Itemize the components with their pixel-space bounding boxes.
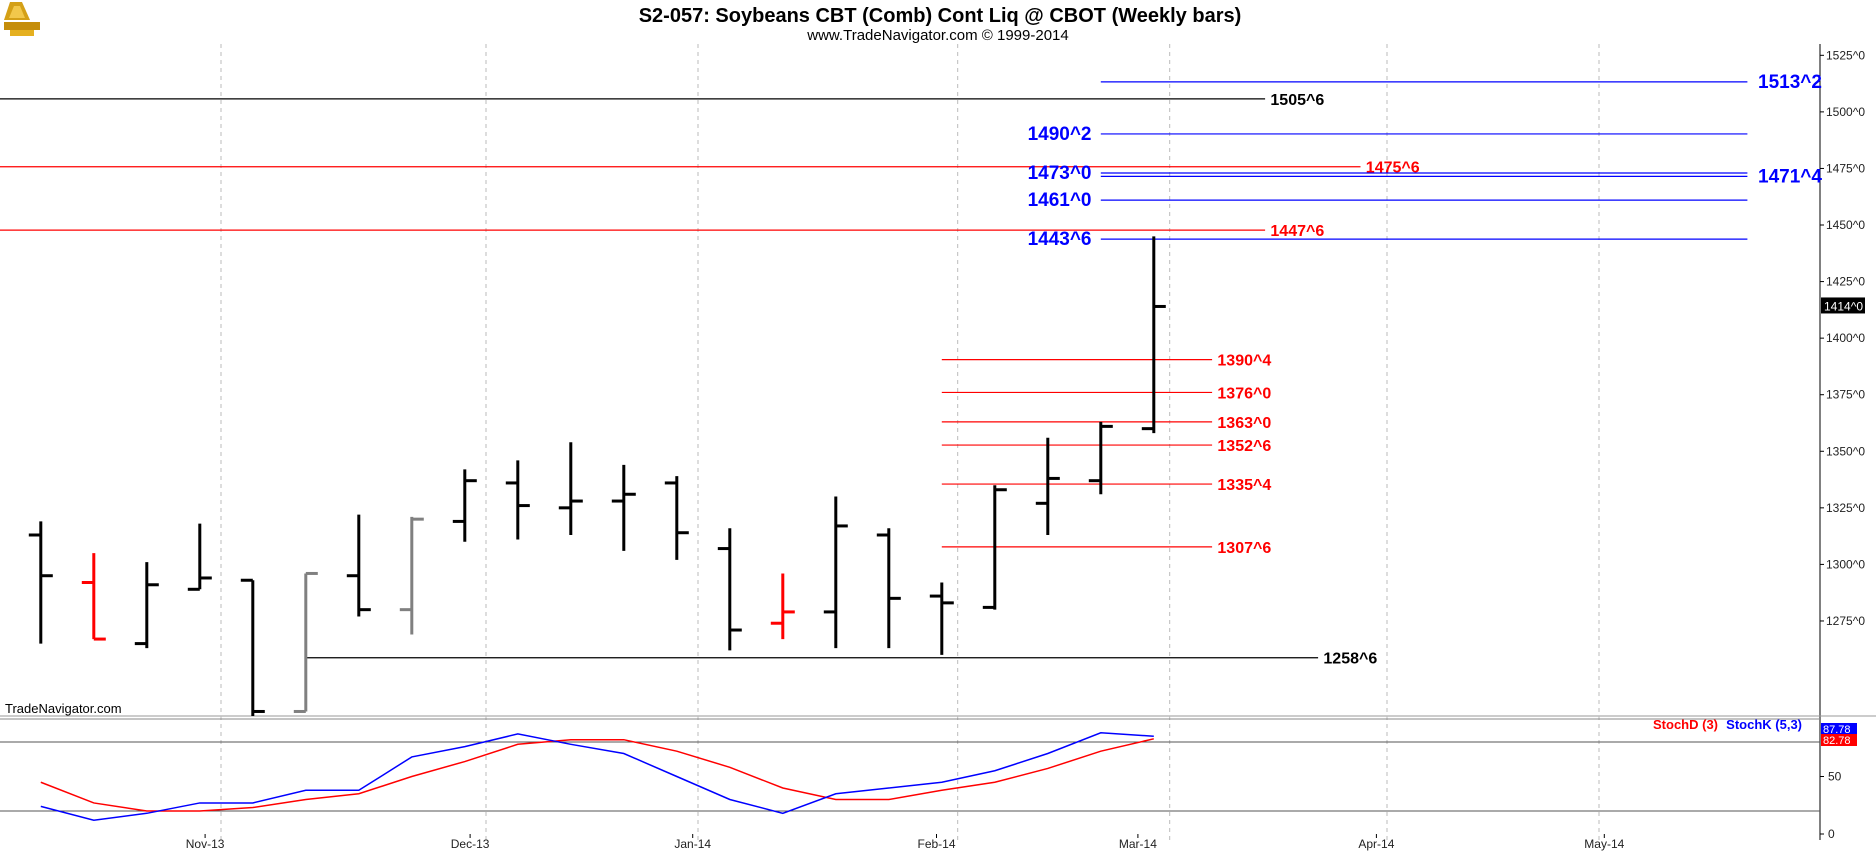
date-tick-label: Mar-14 [1119, 837, 1157, 851]
level-label: 1307^6 [1217, 540, 1271, 557]
date-tick-label: Nov-13 [186, 837, 225, 851]
level-lines: 1505^6 1258^6 1475^6 1447^6 1390^4 1376^0 1363… [0, 72, 1822, 668]
level-label: 1490^2 [1028, 124, 1092, 145]
level-label: 1335^4 [1217, 477, 1271, 494]
ohlc-bar [1141, 236, 1166, 434]
price-tick-label: 1400^0 [1826, 331, 1865, 345]
level-label: 1443^6 [1028, 229, 1092, 250]
stoch-series-line [40, 738, 1154, 812]
ohlc-bar [1088, 421, 1113, 495]
ohlc-bar [558, 442, 583, 535]
price-tick-label: 1500^0 [1826, 105, 1865, 119]
level-label: 1376^0 [1217, 385, 1271, 402]
ohlc-bar [293, 571, 318, 713]
ohlc-bar [505, 460, 530, 540]
ohlc-bar [823, 496, 848, 649]
level-label: 1513^2 [1758, 72, 1822, 93]
price-tick-label: 1425^0 [1826, 275, 1865, 289]
price-tick-label: 1300^0 [1826, 557, 1865, 571]
price-tick-label: 1450^0 [1826, 218, 1865, 232]
level-label: 1352^6 [1217, 438, 1271, 455]
ohlc-bars [28, 236, 1166, 716]
ohlc-bar [770, 573, 795, 640]
last-price-box [1821, 297, 1865, 314]
ohlc-bar [982, 485, 1007, 610]
ohlc-bar [187, 523, 212, 591]
stoch-tick-label: 0 [1828, 827, 1835, 841]
level-label: 1505^6 [1270, 92, 1324, 109]
level-label: 1363^0 [1217, 415, 1271, 432]
last-price-label: 1414^0 [1824, 299, 1863, 313]
stoch-last-value-label: 82.78 [1823, 735, 1851, 747]
chart-title: S2-057: Soybeans CBT (Comb) Cont Liq @ C… [639, 5, 1242, 27]
ohlc-bar [134, 562, 159, 649]
level-label: 1390^4 [1217, 353, 1271, 370]
stoch-last-value-box [1821, 734, 1857, 746]
stoch-tick-label: 50 [1828, 770, 1842, 784]
trade-navigator-logo-icon [4, 2, 40, 36]
stoch-last-value-box [1821, 723, 1857, 735]
ohlc-bar [81, 553, 106, 641]
ohlc-bar [346, 514, 371, 617]
ohlc-bar [717, 528, 742, 651]
date-axis: Nov-13 Dec-13 Jan-14 Feb-14 Mar-14 Apr-14 May-… [186, 834, 1625, 851]
level-label: 1258^6 [1323, 651, 1377, 668]
price-tick-label: 1350^0 [1826, 444, 1865, 458]
date-tick-label: Jan-14 [674, 837, 711, 851]
stoch-last-value-label: 87.78 [1823, 724, 1851, 736]
date-tick-label: Feb-14 [917, 837, 955, 851]
chart-subtitle: www.TradeNavigator.com © 1999-2014 [806, 27, 1068, 44]
level-label: 1447^6 [1270, 223, 1324, 240]
ohlc-bar [611, 464, 636, 551]
price-tick-label: 1375^0 [1826, 388, 1865, 402]
date-tick-label: May-14 [1584, 837, 1624, 851]
date-tick-label: Apr-14 [1358, 837, 1394, 851]
level-label: 1473^0 [1028, 163, 1092, 184]
ohlc-bar [929, 582, 954, 655]
stoch-legend-entry: StochK (5,3) [1726, 717, 1802, 732]
price-grid [0, 44, 1876, 840]
level-label: 1471^4 [1758, 166, 1822, 187]
ohlc-bar [1035, 437, 1060, 535]
price-tick-label: 1325^0 [1826, 501, 1865, 515]
ohlc-bar [452, 469, 477, 542]
price-tick-label: 1275^0 [1826, 614, 1865, 628]
level-label: 1475^6 [1366, 160, 1420, 177]
watermark: TradeNavigator.com [5, 701, 122, 716]
stoch-legend-entry: StochD (3) [1653, 717, 1718, 732]
price-axis: 1525^0 1500^0 1475^0 1450^0 1425^0 1400^0 1375… [1820, 48, 1865, 628]
stoch-series-line [40, 732, 1154, 821]
ohlc-bar [664, 476, 689, 560]
price-tick-label: 1525^0 [1826, 48, 1865, 62]
level-label: 1461^0 [1028, 190, 1092, 211]
ohlc-bar [28, 521, 53, 644]
ohlc-bar [876, 528, 901, 649]
date-tick-label: Dec-13 [451, 837, 490, 851]
ohlc-bar [240, 578, 265, 716]
price-tick-label: 1475^0 [1826, 161, 1865, 175]
ohlc-bar [399, 516, 424, 635]
